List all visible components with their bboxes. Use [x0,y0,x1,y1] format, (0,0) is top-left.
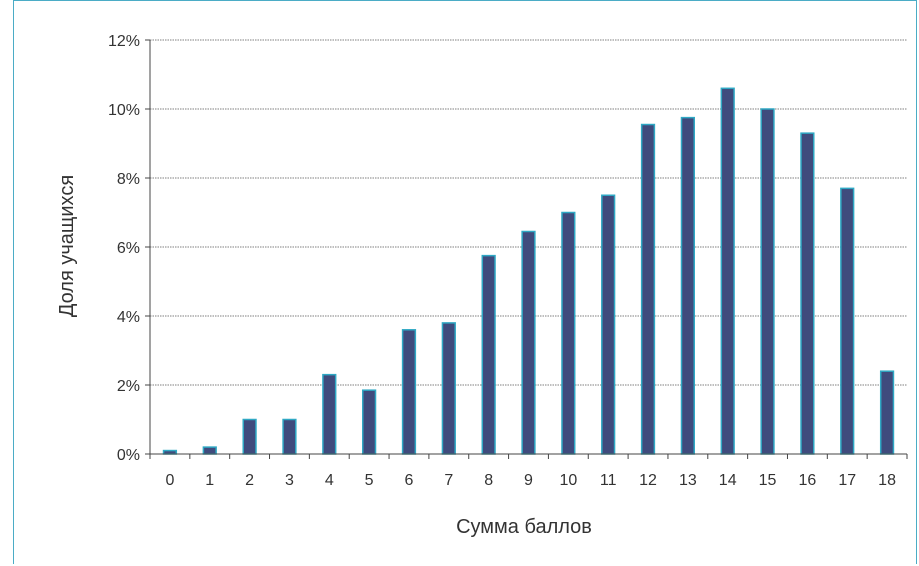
bar [680,116,695,455]
x-tick-label: 2 [245,472,254,489]
bar [879,370,895,455]
x-tick-label: 0 [165,472,174,489]
x-tick-label: 14 [719,472,737,489]
bar [202,446,217,455]
y-tick-label: 10% [108,102,140,119]
bar [561,211,576,455]
chart-frame [13,0,917,564]
bars [162,87,895,455]
y-tick-labels: 0% 2% 4% 6% 8% 10% 12% [108,33,140,464]
x-tick-label: 7 [444,472,453,489]
x-tick-label: 11 [600,472,617,489]
x-tick-label: 8 [484,472,493,489]
bar [800,132,815,455]
bar [840,187,855,455]
bar [282,418,297,455]
y-tick-label: 12% [108,33,140,50]
bar [521,230,536,455]
bar [601,194,616,455]
bar [322,373,337,455]
bar [362,389,377,455]
x-tick-label: 9 [524,472,533,489]
bar [720,87,735,455]
bar [760,108,775,455]
bar [481,254,496,455]
x-tick-label: 3 [285,472,294,489]
y-axis-title: Доля учащихся [56,175,78,317]
x-tick-label: 1 [205,472,214,489]
x-axis-title: Сумма баллов [456,516,592,538]
x-tick-label: 17 [838,472,856,489]
bar [401,329,417,455]
x-tick-label: 12 [639,472,657,489]
bar [242,418,257,455]
x-tick-label: 18 [878,472,896,489]
y-tick-label: 6% [117,240,140,257]
x-tick-label: 5 [365,472,374,489]
x-tick-label: 10 [559,472,577,489]
x-tick-label: 15 [759,472,777,489]
y-tick-label: 0% [117,447,140,464]
x-tick-label: 6 [405,472,414,489]
bar [162,449,178,455]
y-tick-label: 4% [117,309,140,326]
x-tick-labels: 0 1 2 3 4 5 6 7 8 9 10 11 12 13 14 15 16 17 18 [165,472,896,489]
x-tick-label: 16 [798,472,816,489]
y-tick-label: 2% [117,378,140,395]
x-tick-label: 4 [325,472,334,489]
x-tick-label: 13 [679,472,697,489]
bar [640,123,656,455]
y-tick-label: 8% [117,171,140,188]
axes [145,39,908,459]
bar [441,322,456,455]
